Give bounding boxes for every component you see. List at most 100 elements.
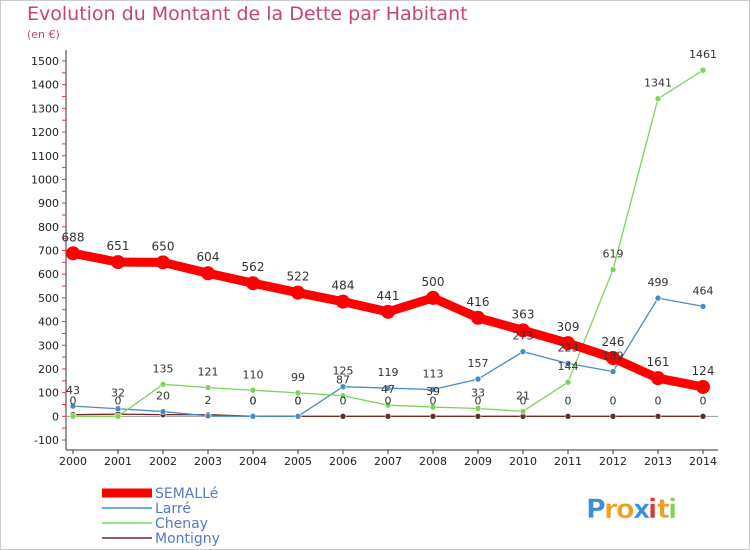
data-label: 650	[152, 239, 175, 253]
data-label: 499	[648, 276, 669, 289]
data-label: 273	[513, 330, 534, 343]
x-tick-label: 2011	[554, 455, 582, 468]
y-tick-label: 1400	[31, 79, 59, 92]
data-point	[699, 303, 707, 310]
data-label: 0	[430, 394, 437, 407]
data-label: 500	[422, 275, 445, 289]
data-label: 0	[295, 394, 302, 407]
data-point	[696, 379, 710, 394]
data-label: 0	[115, 394, 122, 407]
data-point	[339, 392, 347, 400]
x-tick-label: 2010	[509, 455, 537, 468]
y-tick-label: 300	[38, 339, 59, 352]
data-point	[519, 348, 527, 355]
y-tick-label: 400	[38, 316, 59, 329]
x-tick-label: 2008	[419, 455, 447, 468]
chart-unit: (en €)	[27, 28, 60, 41]
legend-label: Chenay	[155, 516, 208, 532]
data-point	[471, 310, 485, 325]
data-point	[336, 294, 350, 309]
data-label: 119	[378, 366, 399, 379]
data-label: 0	[565, 394, 572, 407]
data-point	[654, 95, 662, 102]
data-point	[69, 402, 77, 410]
data-label: 157	[468, 357, 489, 370]
data-point	[66, 246, 80, 261]
data-label: 688	[62, 230, 85, 244]
data-point	[201, 266, 215, 281]
data-point	[111, 255, 125, 270]
y-tick-label: 500	[38, 292, 59, 305]
data-label: 619	[603, 248, 624, 261]
data-label: 0	[610, 394, 617, 407]
data-point	[156, 255, 170, 270]
data-point	[384, 413, 392, 420]
data-label: 0	[250, 394, 257, 407]
data-point	[381, 304, 395, 319]
y-tick-label: 100	[38, 387, 59, 400]
y-tick-label: 1200	[31, 126, 59, 139]
data-label: 32	[111, 387, 125, 400]
y-tick-label: 1100	[31, 150, 59, 163]
data-point	[384, 401, 392, 409]
data-label: 604	[197, 250, 220, 264]
data-label: 2	[205, 394, 212, 407]
data-label: 110	[243, 368, 264, 381]
data-label: 441	[377, 289, 400, 303]
data-point	[249, 386, 257, 394]
logo-letter: P	[586, 494, 606, 525]
logo-letter: t	[657, 494, 670, 525]
data-point	[654, 413, 662, 420]
data-point	[564, 378, 572, 386]
x-tick-label: 2003	[194, 455, 222, 468]
data-point	[651, 371, 665, 386]
y-tick-label: 0	[52, 410, 59, 423]
data-label: 189	[603, 350, 624, 363]
data-point	[564, 413, 572, 420]
logo-letter: i	[668, 494, 677, 525]
x-tick-label: 2009	[464, 455, 492, 468]
data-label: 21	[516, 389, 530, 402]
data-label: 0	[250, 394, 257, 407]
data-label: 651	[107, 239, 130, 253]
data-label: 223	[558, 341, 579, 354]
data-label: 416	[467, 295, 490, 309]
y-tick-label: 700	[38, 245, 59, 258]
y-tick-label: 1300	[31, 102, 59, 115]
data-label: 47	[381, 383, 395, 396]
x-tick-label: 2013	[644, 455, 672, 468]
data-label: 0	[655, 394, 662, 407]
data-point	[249, 413, 257, 420]
data-label: 39	[426, 385, 440, 398]
y-tick-label: 900	[38, 197, 59, 210]
data-point	[339, 383, 347, 391]
legend-label: Montigny	[155, 531, 220, 547]
x-tick-label: 2004	[239, 455, 267, 468]
data-label: 125	[333, 365, 354, 378]
data-label: 522	[287, 270, 310, 284]
data-label: 309	[557, 320, 580, 334]
data-point	[606, 351, 620, 366]
x-tick-label: 2005	[284, 455, 312, 468]
data-label: 0	[385, 394, 392, 407]
data-point	[654, 294, 662, 302]
data-point	[294, 413, 302, 420]
data-label: 135	[153, 362, 174, 375]
data-label: 246	[602, 335, 625, 349]
data-point	[339, 413, 347, 420]
data-point	[114, 405, 122, 413]
data-point	[429, 413, 437, 420]
data-point	[114, 413, 122, 420]
y-tick-label: -100	[34, 434, 59, 447]
data-point	[204, 412, 212, 420]
data-point	[561, 336, 575, 351]
data-point	[699, 413, 707, 420]
data-label: 0	[70, 394, 77, 407]
data-label: 0	[475, 394, 482, 407]
y-tick-label: 1000	[31, 173, 59, 186]
x-tick-label: 2001	[104, 455, 132, 468]
data-point	[516, 323, 530, 338]
